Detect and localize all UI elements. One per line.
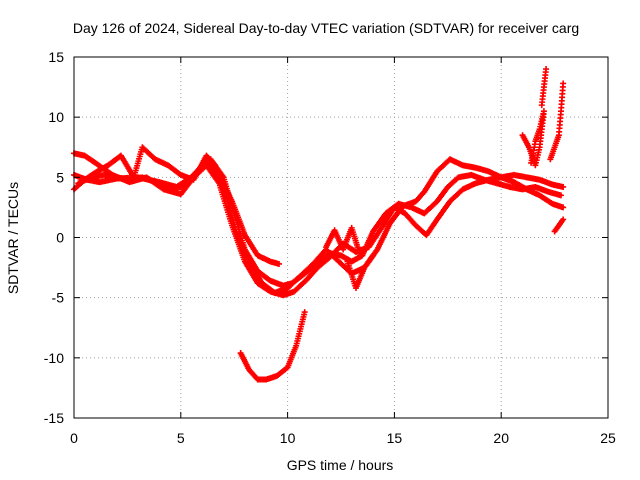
series-track-10 [344, 252, 377, 292]
series-track-7 [538, 66, 550, 109]
axis-ticks: 0 5 10 15 20 25 -15 -10 -5 0 5 10 15 [44, 49, 616, 446]
data-point [301, 309, 308, 316]
y-tick-label: 5 [56, 169, 64, 185]
data-point [560, 80, 567, 87]
x-tick-label: 15 [387, 430, 403, 446]
data-point [276, 260, 283, 267]
y-tick-label: -5 [52, 290, 65, 306]
series-track-4 [75, 159, 283, 267]
data-point [560, 183, 567, 190]
data-point [560, 204, 567, 211]
data-point [558, 192, 565, 199]
x-tick-label: 20 [493, 430, 509, 446]
x-tick-label: 5 [177, 430, 185, 446]
data-points [71, 66, 567, 383]
x-tick-label: 25 [600, 430, 616, 446]
chart-title: Day 126 of 2024, Sidereal Day-to-day VTE… [73, 20, 579, 36]
series-track-6 [519, 108, 547, 169]
x-tick-label: 10 [280, 430, 296, 446]
y-axis-label: SDTVAR / TECUs [5, 182, 21, 294]
y-tick-label: -10 [44, 350, 64, 366]
data-point [528, 159, 535, 166]
series-track-8 [547, 80, 567, 163]
data-point [357, 252, 364, 259]
data-point [370, 252, 377, 259]
data-point [543, 66, 550, 73]
y-tick-label: 15 [48, 49, 64, 65]
series-track-9 [551, 216, 567, 235]
x-tick-label: 0 [70, 430, 78, 446]
y-tick-label: 0 [56, 230, 64, 246]
y-tick-label: 10 [48, 109, 64, 125]
series-track-11 [323, 224, 364, 259]
data-point [560, 216, 567, 223]
y-tick-label: -15 [44, 410, 64, 426]
series-track-3 [71, 144, 567, 296]
series-track-5 [237, 309, 308, 383]
x-axis-label: GPS time / hours [287, 457, 394, 473]
